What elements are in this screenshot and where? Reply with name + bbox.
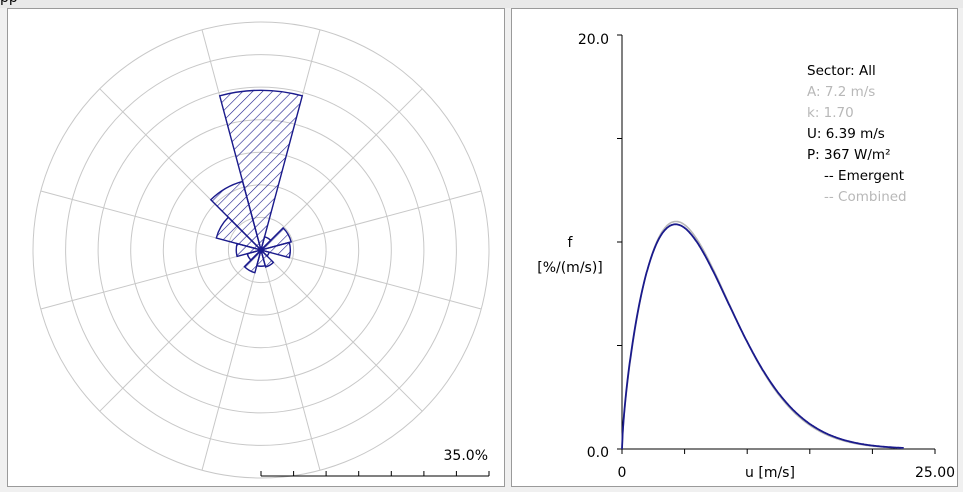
distribution-curves [621, 220, 904, 450]
legend-combined: -- Combined [824, 189, 907, 205]
rose-center-dot [258, 247, 264, 253]
rose-grid [32, 21, 490, 479]
info-box: Sector: All A: 7.2 m/s k: 1.70 U: 6.39 m… [807, 63, 907, 205]
x-axis-label: u [m/s] [745, 465, 795, 481]
rose-bars [209, 89, 304, 274]
rose-spoke [99, 249, 262, 412]
rose-spoke [260, 249, 321, 471]
rose-sector-bar [258, 226, 293, 252]
info-weibull-a: A: 7.2 m/s [807, 84, 875, 100]
top-toolbar-strip: pp [0, 0, 963, 8]
rose-sector-bar [218, 89, 304, 253]
rose-spoke [260, 190, 482, 251]
rose-spoke [260, 249, 482, 310]
rose-spoke [201, 249, 262, 471]
rose-scale-label: 35.0% [444, 448, 488, 464]
info-power-density: P: 367 W/m² [807, 147, 891, 163]
y-axis-unit: [%/(m/s)] [537, 260, 603, 276]
rose-sector-bar [243, 247, 263, 274]
curve-combined [621, 220, 904, 450]
weibull-distribution-chart: 20.0 0.0 0 25.00 u [m/s] f [%/(m/s)] Sec… [537, 32, 955, 481]
y-axis-label: f [568, 235, 574, 251]
rose-sector-bar [209, 180, 263, 253]
rose-spoke [260, 88, 423, 251]
rose-spoke [40, 249, 262, 310]
wind-rose-chart: 35.0% [32, 21, 490, 479]
rose-scale-bar [260, 471, 490, 477]
distribution-panel: 20.0 0.0 0 25.00 u [m/s] f [%/(m/s)] Sec… [511, 8, 958, 487]
rose-ring [32, 21, 490, 479]
rose-sector-bar [259, 247, 275, 268]
info-weibull-k: k: 1.70 [807, 105, 854, 121]
rose-sector-bar [258, 241, 292, 259]
rose-ring [97, 86, 425, 414]
distribution-axes [617, 34, 936, 454]
info-sector: Sector: All [807, 63, 876, 79]
y-tick-label-max: 20.0 [578, 32, 609, 48]
curve-emergent [621, 223, 904, 450]
toolbar-clipped-text: pp [0, 0, 18, 6]
info-mean-speed: U: 6.39 m/s [807, 126, 885, 142]
legend-emergent: -- Emergent [824, 168, 904, 184]
y-tick-label-zero: 0.0 [587, 445, 609, 461]
rose-spoke [260, 249, 423, 412]
wind-rose-panel: 35.0% [7, 8, 505, 487]
x-tick-label-zero: 0 [618, 465, 627, 481]
x-tick-label-max: 25.00 [915, 465, 955, 481]
rose-ring [65, 54, 457, 446]
